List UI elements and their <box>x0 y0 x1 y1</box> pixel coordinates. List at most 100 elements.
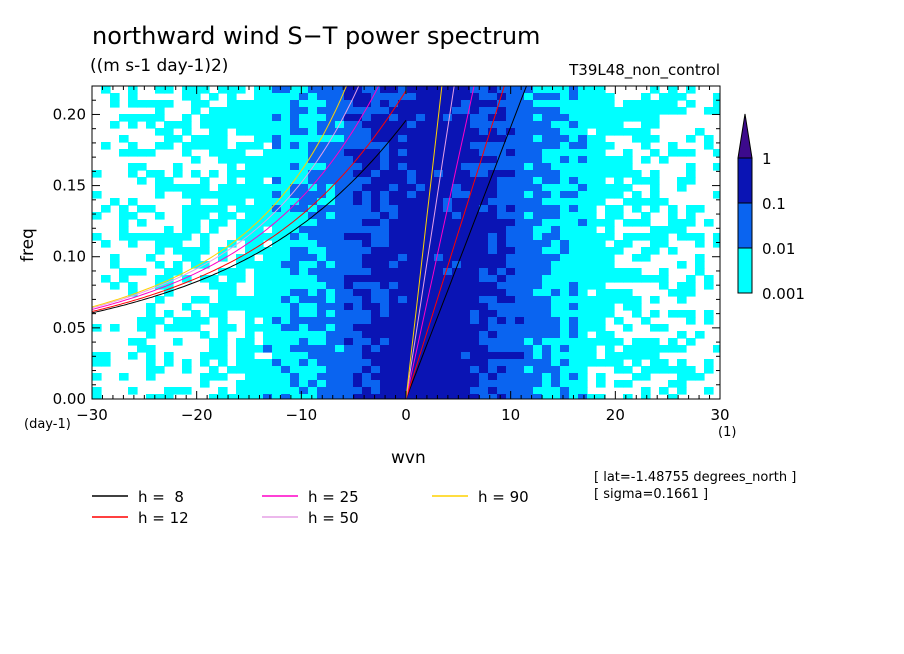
heatmap-cell <box>515 261 525 269</box>
heatmap-cell <box>371 156 381 164</box>
heatmap-cell <box>470 359 480 367</box>
heatmap-cell <box>578 240 588 248</box>
heatmap-cell <box>182 387 192 395</box>
heatmap-cell <box>461 170 471 178</box>
heatmap-cell <box>209 114 219 122</box>
heatmap-cell <box>236 261 246 269</box>
heatmap-cell <box>479 142 489 150</box>
heatmap-cell <box>452 170 462 178</box>
heatmap-cell <box>254 219 264 227</box>
heatmap-cell <box>623 240 633 248</box>
heatmap-cell <box>326 268 336 276</box>
heatmap-cell <box>443 338 453 346</box>
heatmap-cell <box>218 303 228 311</box>
heatmap-cell <box>326 394 336 399</box>
heatmap-cell <box>686 205 696 213</box>
heatmap-cell <box>425 394 435 399</box>
heatmap-cell <box>461 191 471 199</box>
heatmap-cell <box>470 226 480 234</box>
heatmap-cell <box>326 205 336 213</box>
x-axis-unit: (1) <box>718 425 737 440</box>
heatmap-cell <box>119 114 129 122</box>
heatmap-cell <box>569 205 579 213</box>
heatmap-cell <box>380 352 390 360</box>
heatmap-cell <box>614 240 624 248</box>
heatmap-cell <box>542 170 552 178</box>
heatmap-cell <box>632 352 642 360</box>
heatmap-cell <box>470 247 480 255</box>
heatmap-cell <box>299 149 309 157</box>
heatmap-cell <box>641 212 651 220</box>
heatmap-cell <box>650 149 660 157</box>
heatmap-cell <box>560 191 570 199</box>
heatmap-cell <box>614 114 624 122</box>
heatmap-cell <box>434 380 444 388</box>
heatmap-cell <box>164 135 174 143</box>
heatmap-cell <box>380 247 390 255</box>
heatmap-cell <box>407 240 417 248</box>
heatmap-cell <box>560 296 570 304</box>
heatmap-cell <box>218 142 228 150</box>
heatmap-cell <box>578 359 588 367</box>
heatmap-cell <box>290 135 300 143</box>
heatmap-cell <box>92 352 102 360</box>
heatmap-cell <box>434 359 444 367</box>
heatmap-cell <box>614 296 624 304</box>
heatmap-cell <box>308 275 318 283</box>
heatmap-cell <box>434 373 444 381</box>
heatmap-cell <box>533 121 543 129</box>
heatmap-cell <box>128 289 138 297</box>
heatmap-cell <box>650 240 660 248</box>
heatmap-cell <box>128 114 138 122</box>
heatmap-cell <box>299 275 309 283</box>
legend-label: h = 8 <box>138 488 184 506</box>
heatmap-cell <box>326 366 336 374</box>
heatmap-cell <box>434 317 444 325</box>
heatmap-cell <box>191 219 201 227</box>
heatmap-cell <box>155 212 165 220</box>
heatmap-cell <box>551 205 561 213</box>
heatmap-cell <box>398 275 408 283</box>
heatmap-cell <box>434 247 444 255</box>
heatmap-cell <box>308 254 318 262</box>
heatmap-cell <box>677 331 687 339</box>
heatmap-cell <box>461 394 471 399</box>
x-tick-label: 0 <box>401 406 411 424</box>
heatmap-cell <box>650 345 660 353</box>
heatmap-cell <box>551 394 561 399</box>
heatmap-cell <box>587 254 597 262</box>
heatmap-cell <box>578 184 588 192</box>
heatmap-cell <box>533 338 543 346</box>
heatmap-cell <box>623 219 633 227</box>
heatmap-cell <box>587 282 597 290</box>
heatmap-cell <box>272 268 282 276</box>
heatmap-cell <box>659 387 669 395</box>
heatmap-cell <box>569 275 579 283</box>
heatmap-cell <box>515 275 525 283</box>
heatmap-cell <box>434 303 444 311</box>
heatmap-cell <box>371 338 381 346</box>
heatmap-cell <box>497 317 507 325</box>
heatmap-cell <box>362 121 372 129</box>
heatmap-cell <box>488 352 498 360</box>
heatmap-cell <box>551 303 561 311</box>
heatmap-cell <box>245 114 255 122</box>
heatmap-cell <box>218 359 228 367</box>
heatmap-cell <box>434 240 444 248</box>
heatmap-cell <box>470 310 480 318</box>
heatmap-cell <box>353 121 363 129</box>
heatmap-cell <box>416 338 426 346</box>
heatmap-cell <box>398 191 408 199</box>
heatmap-cell <box>128 163 138 171</box>
heatmap-cell <box>380 268 390 276</box>
heatmap-cell <box>524 205 534 213</box>
heatmap-cell <box>614 184 624 192</box>
heatmap-cell <box>443 254 453 262</box>
heatmap-cell <box>146 121 156 129</box>
heatmap-cell <box>326 282 336 290</box>
heatmap-cell <box>272 289 282 297</box>
heatmap-cell <box>299 317 309 325</box>
heatmap-cell <box>317 100 327 108</box>
heatmap-cell <box>263 184 273 192</box>
heatmap-cell <box>326 352 336 360</box>
